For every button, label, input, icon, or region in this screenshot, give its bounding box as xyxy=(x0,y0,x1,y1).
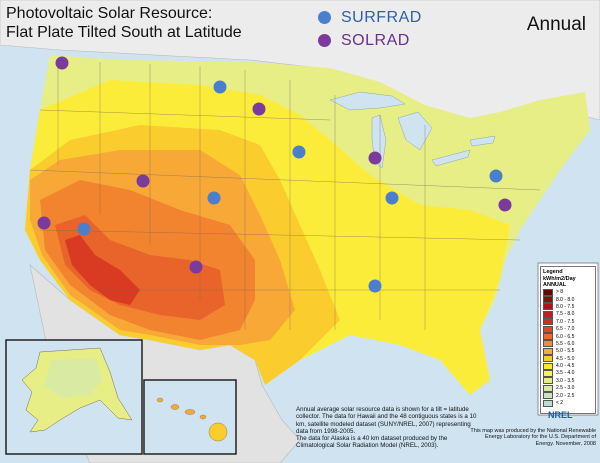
lake-erie xyxy=(431,149,471,167)
ramp-class: > 8 xyxy=(543,288,593,296)
hawaii-islands xyxy=(156,397,228,442)
ramp-swatch xyxy=(543,340,553,348)
us-zone-70 xyxy=(65,235,140,305)
map-title: Photovoltaic Solar Resource: Flat Plate … xyxy=(6,4,242,42)
ramp-label: 3.5 - 4.0 xyxy=(556,370,575,377)
state-borders xyxy=(29,60,541,330)
lake-superior xyxy=(329,91,406,111)
ramp-swatch xyxy=(543,310,553,318)
ramp-class: 4.5 - 5.0 xyxy=(543,355,593,363)
solrad-station[interactable] xyxy=(498,198,512,212)
ramp-label: 6.5 - 7.0 xyxy=(556,326,575,333)
legend-solrad: SOLRAD xyxy=(318,29,422,52)
ramp-swatch xyxy=(543,347,553,355)
lake-huron xyxy=(397,111,433,151)
period-label: Annual xyxy=(526,14,586,35)
ramp-label: 7.0 - 7.5 xyxy=(556,318,575,325)
ramp-class: 8.0 - 8.0 xyxy=(543,296,593,304)
ramp-class: 4.0 - 4.5 xyxy=(543,362,593,370)
ramp-swatch xyxy=(543,296,553,304)
surfrad-station[interactable] xyxy=(385,191,399,205)
ramp-swatch xyxy=(543,288,553,296)
ramp-label: 5.0 - 5.5 xyxy=(556,348,575,355)
ramp-swatch xyxy=(543,377,553,385)
ramp-class: 2.5 - 3.0 xyxy=(543,384,593,392)
solrad-marker-icon xyxy=(318,34,331,47)
ramp-label: < 2 xyxy=(556,400,564,407)
ramp-label: 4.5 - 5.0 xyxy=(556,355,575,362)
ramp-period: ANNUAL xyxy=(543,282,567,288)
surfrad-station[interactable] xyxy=(489,169,503,183)
alaska-interior xyxy=(44,358,102,398)
solrad-station[interactable] xyxy=(252,102,266,116)
surfrad-station[interactable] xyxy=(77,222,91,236)
nrel-logo: NREL xyxy=(548,410,573,420)
surfrad-marker-icon xyxy=(318,11,331,24)
ramp-swatch xyxy=(543,333,553,341)
solrad-station[interactable] xyxy=(136,174,150,188)
ramp-class: 2.0 - 2.5 xyxy=(543,392,593,400)
ramp-class: 6.5 - 7.0 xyxy=(543,325,593,333)
ramp-swatch xyxy=(543,392,553,400)
ramp-class: 3.0 - 3.5 xyxy=(543,377,593,385)
ramp-label: 3.0 - 3.5 xyxy=(556,377,575,384)
ramp-swatch xyxy=(543,303,553,311)
ramp-label: > 8 xyxy=(556,289,564,296)
ramp-units: kWh/m2/Day xyxy=(543,275,576,282)
ramp-class: 8.0 - 7.5 xyxy=(543,303,593,311)
map-title-line2: Flat Plate Tilted South at Latitude xyxy=(6,24,242,41)
ramp-class: 7.5 - 8.0 xyxy=(543,310,593,318)
surfrad-label: SURFRAD xyxy=(341,8,422,26)
ramp-swatch xyxy=(543,399,553,407)
color-ramp-legend: Legend kWh/m2/Day ANNUAL > 8 8.0 - 8.0 8.0… xyxy=(540,266,596,414)
map-credit: This map was produced by the National Re… xyxy=(470,428,596,447)
legend-surfrad: SURFRAD xyxy=(318,6,422,29)
us-zone-65 xyxy=(55,215,225,320)
ramp-class: 5.0 - 5.5 xyxy=(543,347,593,355)
ramp-classes: > 8 8.0 - 8.0 8.0 - 7.5 7.5 - 8.0 7.0 - 7.5 6… xyxy=(543,288,593,407)
ramp-label: 2.5 - 3.0 xyxy=(556,385,575,392)
surfrad-station[interactable] xyxy=(292,145,306,159)
ramp-heading: Legend xyxy=(543,269,563,275)
solrad-label: SOLRAD xyxy=(341,31,410,49)
solrad-station[interactable] xyxy=(189,260,203,274)
ramp-swatch xyxy=(543,318,553,326)
ramp-swatch xyxy=(543,355,553,363)
ramp-swatch xyxy=(543,384,553,392)
ramp-class: < 2 xyxy=(543,399,593,407)
data-note: Annual average solar resource data is sh… xyxy=(296,406,478,450)
surfrad-station[interactable] xyxy=(213,80,227,94)
hawaii-inset xyxy=(143,379,237,455)
ramp-label: 8.0 - 8.0 xyxy=(556,296,575,303)
surfrad-station[interactable] xyxy=(368,279,382,293)
surfrad-station[interactable] xyxy=(207,191,221,205)
ramp-label: 4.0 - 4.5 xyxy=(556,363,575,370)
ramp-label: 6.0 - 6.5 xyxy=(556,333,575,340)
network-legend: SURFRAD SOLRAD xyxy=(318,6,422,52)
solrad-station[interactable] xyxy=(37,216,51,230)
ramp-label: 8.0 - 7.5 xyxy=(556,303,575,310)
ramp-swatch xyxy=(543,369,553,377)
ramp-swatch xyxy=(543,325,553,333)
ramp-class: 5.5 - 6.0 xyxy=(543,340,593,348)
ramp-label: 7.5 - 8.0 xyxy=(556,311,575,318)
ramp-class: 3.5 - 4.0 xyxy=(543,369,593,377)
solrad-station[interactable] xyxy=(55,56,69,70)
data-note-p2: The data for Alaska is a 40 km dataset p… xyxy=(296,435,448,450)
data-note-p1: Annual average solar resource data is sh… xyxy=(296,406,477,435)
ramp-class: 6.0 - 6.5 xyxy=(543,333,593,341)
solrad-station[interactable] xyxy=(368,151,382,165)
ramp-label: 2.0 - 2.5 xyxy=(556,392,575,399)
ramp-class: 7.0 - 7.5 xyxy=(543,318,593,326)
lake-ontario xyxy=(469,135,496,147)
map-title-line1: Photovoltaic Solar Resource: xyxy=(6,5,213,22)
ramp-swatch xyxy=(543,362,553,370)
ramp-label: 5.5 - 6.0 xyxy=(556,340,575,347)
